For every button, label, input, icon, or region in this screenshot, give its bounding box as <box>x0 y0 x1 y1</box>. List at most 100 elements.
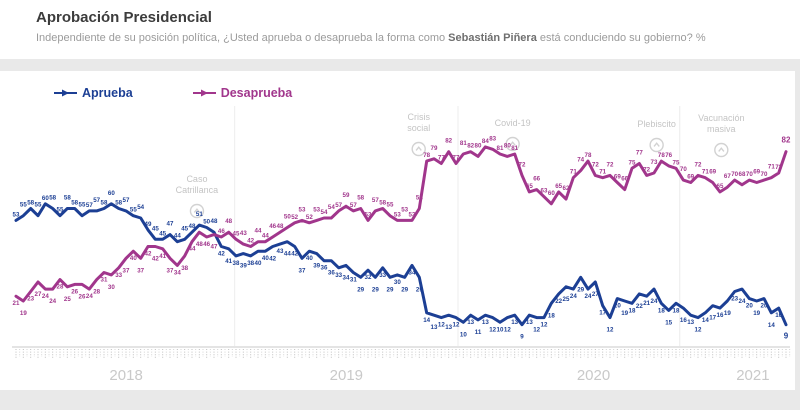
aprueba-point-label: 42 <box>218 250 225 257</box>
desaprueba-point-label: 45 <box>233 230 240 237</box>
aprueba-point-label: 44 <box>174 232 181 239</box>
annotation-label-caso-catrillanca: Caso <box>186 174 207 184</box>
desaprueba-point-label: 21 <box>13 300 20 307</box>
aprueba-point-label: 43 <box>277 248 284 255</box>
desaprueba-point-label: 24 <box>49 298 56 305</box>
aprueba-point-label: 12 <box>541 321 548 328</box>
aprueba-point-label: 57 <box>123 196 130 203</box>
desaprueba-point-label: 42 <box>247 237 254 244</box>
desaprueba-point-label: 58 <box>416 194 423 201</box>
legend-item-aprueba: Aprueba <box>52 86 133 100</box>
aprueba-point-label: 45 <box>181 225 188 232</box>
desaprueba-point-label: 48 <box>277 223 284 230</box>
desaprueba-point-label: 46 <box>218 227 225 234</box>
subtitle-text-before: Independiente de su posición política, ¿… <box>36 32 449 44</box>
aprueba-point-label: 13 <box>511 319 518 326</box>
aprueba-point-label: 12 <box>438 321 445 328</box>
aprueba-point-label: 45 <box>159 230 166 237</box>
desaprueba-point-label: 62 <box>563 185 570 192</box>
aprueba-point-label: 22 <box>555 297 562 304</box>
desaprueba-point-label: 24 <box>86 293 93 300</box>
aprueba-point-label: 29 <box>387 286 394 293</box>
desaprueba-point-label: 82 <box>445 137 452 144</box>
desaprueba-point-label: 78 <box>658 152 665 159</box>
desaprueba-point-label: 47 <box>211 243 218 250</box>
aprueba-point-label: 10 <box>460 331 467 338</box>
aprueba-point-label: 17 <box>709 314 716 321</box>
desaprueba-point-label: 53 <box>394 211 401 218</box>
annotation-chevron-icon <box>653 141 660 147</box>
aprueba-point-label: 13 <box>482 319 489 326</box>
annotation-label-vacunaci-n-masiva: masiva <box>707 124 736 134</box>
desaprueba-point-label: 77 <box>438 154 445 161</box>
aprueba-point-label: 53 <box>13 211 20 218</box>
desaprueba-point-label: 72 <box>643 166 650 173</box>
desaprueba-point-label: 73 <box>651 158 658 165</box>
aprueba-point-label: 12 <box>453 321 460 328</box>
desaprueba-point-label: 53 <box>409 211 416 218</box>
desaprueba-point-label: 65 <box>555 182 562 189</box>
desaprueba-point-label: 80 <box>504 142 511 149</box>
desaprueba-point-label: 70 <box>680 166 687 173</box>
aprueba-point-label: 50 <box>203 218 210 225</box>
desaprueba-point-label: 60 <box>548 189 555 196</box>
desaprueba-point-label: 83 <box>489 135 496 142</box>
aprueba-point-label: 39 <box>313 262 320 269</box>
desaprueba-point-label: 26 <box>71 288 78 295</box>
aprueba-point-label: 49 <box>145 220 152 227</box>
aprueba-point-label: 9 <box>520 333 524 340</box>
aprueba-point-label: 12 <box>489 326 496 333</box>
aprueba-point-label: 60 <box>42 194 49 201</box>
aprueba-point-label: 17 <box>599 309 606 316</box>
desaprueba-point-label: 72 <box>592 161 599 168</box>
aprueba-point-label: 51 <box>196 211 203 218</box>
annotation-chevron-icon <box>509 140 516 146</box>
aprueba-point-label: 24 <box>570 293 577 300</box>
aprueba-point-label: 10 <box>497 326 504 333</box>
desaprueba-point-label: 40 <box>130 255 137 262</box>
desaprueba-point-label: 46 <box>269 222 276 229</box>
annotation-label-crisis-social: Crisis <box>407 112 430 122</box>
desaprueba-point-label: 72 <box>607 161 614 168</box>
aprueba-point-label: 16 <box>717 312 724 319</box>
annotation-chevron-icon <box>193 207 201 213</box>
desaprueba-point-label: 75 <box>673 159 680 166</box>
aprueba-point-label: 33 <box>335 271 342 278</box>
aprueba-point-label: 20 <box>746 302 753 309</box>
aprueba-point-label: 48 <box>189 223 196 230</box>
aprueba-point-label: 45 <box>152 225 159 232</box>
aprueba-point-label: 38 <box>233 259 240 266</box>
aprueba-point-label: 33 <box>379 271 386 278</box>
desaprueba-point-label: 67 <box>724 173 731 180</box>
aprueba-point-label: 55 <box>79 201 86 208</box>
desaprueba-point-label: 79 <box>431 144 438 151</box>
aprueba-line-marker-icon <box>54 89 77 96</box>
desaprueba-point-label: 69 <box>687 173 694 180</box>
desaprueba-point-label: 58 <box>379 199 386 206</box>
aprueba-point-label: 41 <box>225 257 232 264</box>
desaprueba-point-label: 71 <box>768 163 775 170</box>
aprueba-point-label: 19 <box>724 309 731 316</box>
aprueba-point-label: 11 <box>475 328 482 335</box>
aprueba-point-label: 29 <box>357 286 364 293</box>
desaprueba-point-label: 77 <box>636 149 643 156</box>
aprueba-point-label: 19 <box>753 309 760 316</box>
aprueba-point-label: 19 <box>621 309 628 316</box>
annotation-label-vacunaci-n-masiva: Vacunación <box>698 113 744 123</box>
desaprueba-point-label: 26 <box>79 293 86 300</box>
page-title: Aprobación Presidencial <box>36 9 212 26</box>
aprueba-line <box>14 201 788 326</box>
aprueba-point-label: 40 <box>255 260 262 267</box>
desaprueba-point-label: 78 <box>423 152 430 159</box>
aprueba-point-label: 20 <box>614 302 621 309</box>
aprueba-point-label: 13 <box>445 324 452 331</box>
chart-legend: Aprueba Desaprueba <box>0 71 795 100</box>
annotation-label-caso-catrillanca: Catrillanca <box>176 185 219 195</box>
desaprueba-point-label: 53 <box>299 206 306 213</box>
aprueba-point-label: 25 <box>563 295 570 302</box>
aprueba-point-label: 12 <box>533 326 540 333</box>
aprueba-point-label: 21 <box>643 300 650 307</box>
desaprueba-point-label: 73 <box>775 163 782 170</box>
aprueba-point-label: 58 <box>115 199 122 206</box>
